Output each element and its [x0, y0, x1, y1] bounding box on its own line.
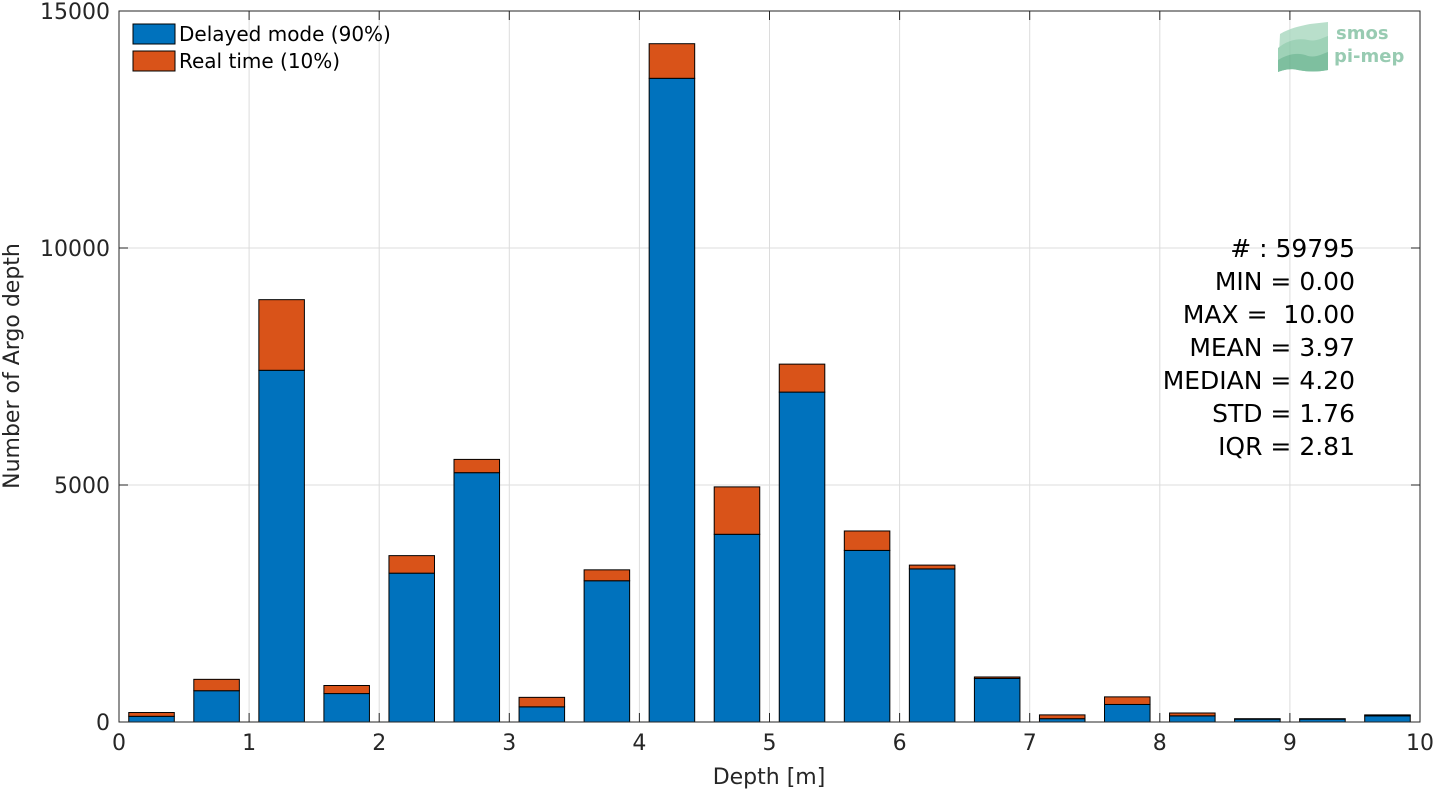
bar-delayed-mode: [323, 693, 370, 723]
stat-min: MIN = 0.00: [1215, 267, 1355, 296]
stat-median: MEDIAN = 4.20: [1163, 366, 1355, 395]
bar-delayed-mode: [1104, 703, 1151, 723]
x-tick-label: 7: [1023, 731, 1037, 756]
bar-real-time: [583, 569, 631, 582]
logo-wave-front: [1278, 52, 1328, 72]
smos-pi-mep-logo: smos pi-mep: [1278, 22, 1404, 72]
x-tick-label: 6: [893, 731, 907, 756]
logo-text-smos: smos: [1336, 23, 1389, 44]
bar-real-time: [193, 678, 240, 692]
bar-delayed-mode: [843, 549, 891, 723]
y-tick-label: 10000: [40, 237, 110, 262]
bar-delayed-mode: [193, 690, 240, 723]
x-tick-label: 3: [502, 731, 516, 756]
legend-label-delayed: Delayed mode (90%): [179, 22, 391, 46]
tick-marks: [118, 10, 1421, 723]
bar-delayed-mode: [583, 580, 631, 723]
x-tick-label: 1: [242, 731, 256, 756]
bar-delayed-mode: [778, 391, 826, 723]
stat-max: MAX = 10.00: [1183, 300, 1355, 329]
bar-delayed-mode: [388, 572, 435, 723]
bar-real-time: [1104, 696, 1151, 705]
bar-delayed-mode: [258, 369, 305, 723]
grid-lines: [119, 11, 1420, 722]
bar-real-time: [518, 696, 566, 708]
legend: Delayed mode (90%) Real time (10%): [132, 22, 391, 73]
bar-delayed-mode: [1169, 715, 1216, 723]
bar-delayed-mode: [1364, 715, 1411, 723]
y-axis-title: Number of Argo depth: [0, 243, 25, 489]
bar-real-time: [1364, 714, 1411, 717]
legend-swatch-delayed: [132, 23, 176, 45]
stat-mean: MEAN = 3.97: [1189, 333, 1355, 362]
x-tick-label: 8: [1153, 731, 1167, 756]
y-tick-label: 15000: [40, 0, 110, 25]
bar-real-time: [1169, 712, 1216, 717]
bar-real-time: [908, 564, 956, 570]
y-tick-label: 5000: [54, 474, 110, 499]
x-tick-label: 5: [763, 731, 777, 756]
stat-std: STD = 1.76: [1212, 399, 1355, 428]
bar-delayed-mode: [908, 568, 956, 723]
x-tick-label: 10: [1406, 731, 1434, 756]
bar-real-time: [453, 458, 501, 474]
bar-delayed-mode: [128, 715, 175, 723]
bar-real-time: [128, 712, 175, 717]
bar-real-time: [388, 555, 435, 574]
bar-real-time: [323, 685, 370, 695]
bar-real-time: [258, 299, 305, 371]
x-tick-labels: 0 1 2 3 4 5 6 7 8 9 10: [112, 731, 1434, 756]
bar-delayed-mode: [518, 706, 566, 723]
bar-real-time: [1038, 714, 1086, 720]
logo-text-pimep: pi-mep: [1334, 46, 1404, 67]
bar-delayed-mode: [648, 77, 696, 723]
bars-group: [128, 43, 1411, 723]
bar-real-time: [648, 43, 696, 79]
y-tick-labels: 0 5000 10000 15000: [40, 0, 110, 736]
x-tick-label: 0: [112, 731, 126, 756]
bar-real-time: [778, 363, 826, 393]
x-tick-label: 9: [1283, 731, 1297, 756]
x-tick-label: 4: [632, 731, 646, 756]
legend-swatch-realtime: [132, 50, 176, 72]
bar-delayed-mode: [973, 677, 1021, 723]
bar-delayed-mode: [453, 472, 501, 723]
x-tick-label: 2: [372, 731, 386, 756]
bar-real-time: [973, 676, 1021, 679]
stat-count: # : 59795: [1230, 234, 1355, 263]
x-axis-title: Depth [m]: [713, 765, 826, 790]
stat-iqr: IQR = 2.81: [1218, 432, 1355, 461]
bar-real-time: [713, 486, 761, 535]
bar-delayed-mode: [713, 533, 761, 723]
stats-block: # : 59795 MIN = 0.00 MAX = 10.00 MEAN = …: [1163, 234, 1355, 461]
bar-real-time: [843, 530, 891, 551]
y-tick-label: 0: [96, 711, 110, 736]
legend-label-realtime: Real time (10%): [179, 49, 340, 73]
